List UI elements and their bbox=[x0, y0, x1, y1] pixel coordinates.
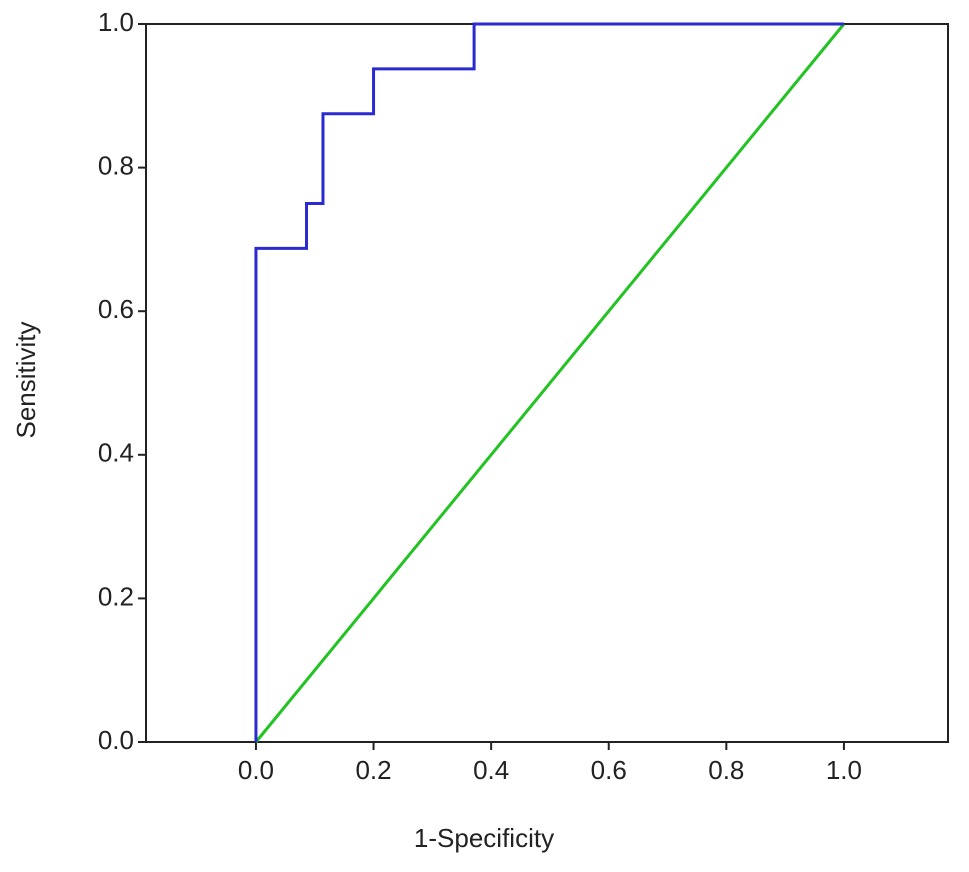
x-tick-label: 0.0 bbox=[238, 755, 274, 785]
y-tick-label: 0.0 bbox=[98, 725, 134, 755]
y-tick-label: 1.0 bbox=[98, 7, 134, 37]
x-tick-label: 0.8 bbox=[708, 755, 744, 785]
y-tick-label: 0.6 bbox=[98, 294, 134, 324]
x-tick-label: 0.6 bbox=[591, 755, 627, 785]
x-tick-label: 1.0 bbox=[826, 755, 862, 785]
y-axis-label: Sensitivity bbox=[11, 321, 41, 438]
y-tick-label: 0.2 bbox=[98, 581, 134, 611]
roc-line bbox=[254, 23, 846, 743]
roc-line bbox=[254, 22, 844, 742]
x-tick-label: 0.4 bbox=[473, 755, 509, 785]
x-tick-label: 0.2 bbox=[355, 755, 391, 785]
plot-frame bbox=[145, 23, 949, 743]
y-tick-label: 0.8 bbox=[98, 150, 134, 180]
x-axis-label: 1-Specificity bbox=[414, 823, 554, 853]
y-tick-label: 0.4 bbox=[98, 438, 134, 468]
